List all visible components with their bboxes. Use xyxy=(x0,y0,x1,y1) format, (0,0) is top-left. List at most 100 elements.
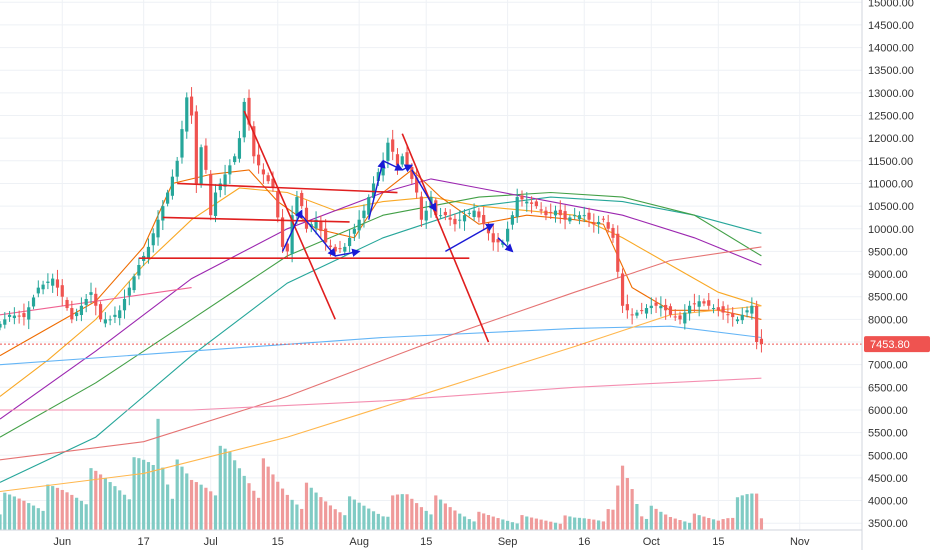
trend-line xyxy=(401,133,490,343)
candle xyxy=(237,130,242,163)
candle xyxy=(702,298,706,307)
candle xyxy=(161,199,165,231)
volume-bar xyxy=(664,514,668,530)
volume-bar xyxy=(170,498,174,530)
y-tick-label: 12500.00 xyxy=(868,111,914,123)
moving-average-line xyxy=(0,325,762,366)
volume-bar xyxy=(156,418,160,530)
volume-bar xyxy=(434,495,438,530)
direction-arrow xyxy=(382,160,404,171)
candle xyxy=(659,296,663,317)
candle xyxy=(726,304,730,324)
candle xyxy=(448,209,452,226)
volume-bar xyxy=(146,462,151,530)
volume-bar xyxy=(558,523,562,530)
candle xyxy=(587,207,591,227)
candle xyxy=(419,191,424,227)
y-tick-label: 4000.00 xyxy=(868,496,908,508)
volume-bar xyxy=(424,510,428,530)
candle xyxy=(668,303,673,318)
volume-bar xyxy=(324,501,328,530)
volume-bar xyxy=(376,513,380,530)
volume-bar xyxy=(419,507,424,530)
candle xyxy=(146,238,151,264)
volume-bar xyxy=(654,508,658,530)
volume-bar xyxy=(218,445,222,530)
candle xyxy=(175,156,179,182)
volume-bar xyxy=(247,483,251,530)
volume-bar xyxy=(453,510,457,530)
candle xyxy=(46,273,50,290)
candle xyxy=(209,170,213,221)
volume-bar xyxy=(410,498,414,530)
volume-bar xyxy=(371,511,376,530)
volume-bar xyxy=(438,499,443,530)
volume-bar xyxy=(27,503,31,530)
volume-bar xyxy=(132,457,136,530)
candle xyxy=(180,120,184,164)
volume-bar xyxy=(587,518,591,530)
candle xyxy=(462,209,467,231)
candle xyxy=(673,309,677,321)
candle xyxy=(616,225,620,278)
candle xyxy=(750,297,754,320)
candle xyxy=(453,213,457,232)
volume-bar xyxy=(271,474,275,530)
price-candles xyxy=(0,87,764,353)
volume-bar xyxy=(7,494,12,530)
candle xyxy=(640,302,644,315)
volume-bar xyxy=(745,494,749,530)
candle xyxy=(151,228,155,253)
moving-average-line xyxy=(0,178,762,420)
candle xyxy=(649,297,653,315)
volume-bar xyxy=(501,519,505,530)
candle xyxy=(549,203,553,220)
candle xyxy=(577,211,582,225)
candle xyxy=(75,308,79,322)
moving-average-line xyxy=(0,169,762,357)
candle xyxy=(735,316,740,324)
volume-bar xyxy=(84,504,88,530)
candle xyxy=(280,209,285,253)
volume-bar xyxy=(731,517,735,530)
volume-bar xyxy=(716,520,720,530)
moving-average-line xyxy=(0,187,762,397)
candle xyxy=(688,300,692,321)
volume-bar xyxy=(257,497,261,530)
volume-bar xyxy=(199,484,203,530)
direction-arrow xyxy=(445,223,495,253)
volume-bar xyxy=(261,458,265,530)
volume-bar xyxy=(98,474,103,530)
candle xyxy=(266,172,270,184)
volume-bar xyxy=(611,509,615,530)
volume-bar xyxy=(79,500,84,530)
volume-bar xyxy=(118,490,122,530)
trend-line xyxy=(162,216,350,223)
volume-bar xyxy=(89,468,93,530)
candle xyxy=(7,310,12,322)
candle xyxy=(582,206,586,223)
volume-bar xyxy=(415,503,419,530)
volume-bar xyxy=(36,508,40,530)
candle xyxy=(731,307,735,327)
x-tick-label: Sep xyxy=(498,536,518,548)
volume-bar xyxy=(185,473,189,530)
volume-bar xyxy=(467,519,471,530)
volume-bar xyxy=(108,482,112,530)
candle xyxy=(170,169,174,200)
candle xyxy=(94,287,98,316)
candle xyxy=(510,211,515,230)
candle xyxy=(711,304,716,314)
volume-bar xyxy=(381,516,385,530)
candle xyxy=(482,206,486,231)
volume-bar xyxy=(252,490,256,530)
volume-bar xyxy=(41,510,45,530)
volume-bar xyxy=(477,511,481,530)
volume-bar xyxy=(189,479,194,530)
candle xyxy=(625,294,629,319)
volume-bar xyxy=(233,460,237,530)
x-tick-label: 15 xyxy=(420,536,432,548)
candle xyxy=(520,190,524,207)
volume-bar xyxy=(659,511,663,530)
